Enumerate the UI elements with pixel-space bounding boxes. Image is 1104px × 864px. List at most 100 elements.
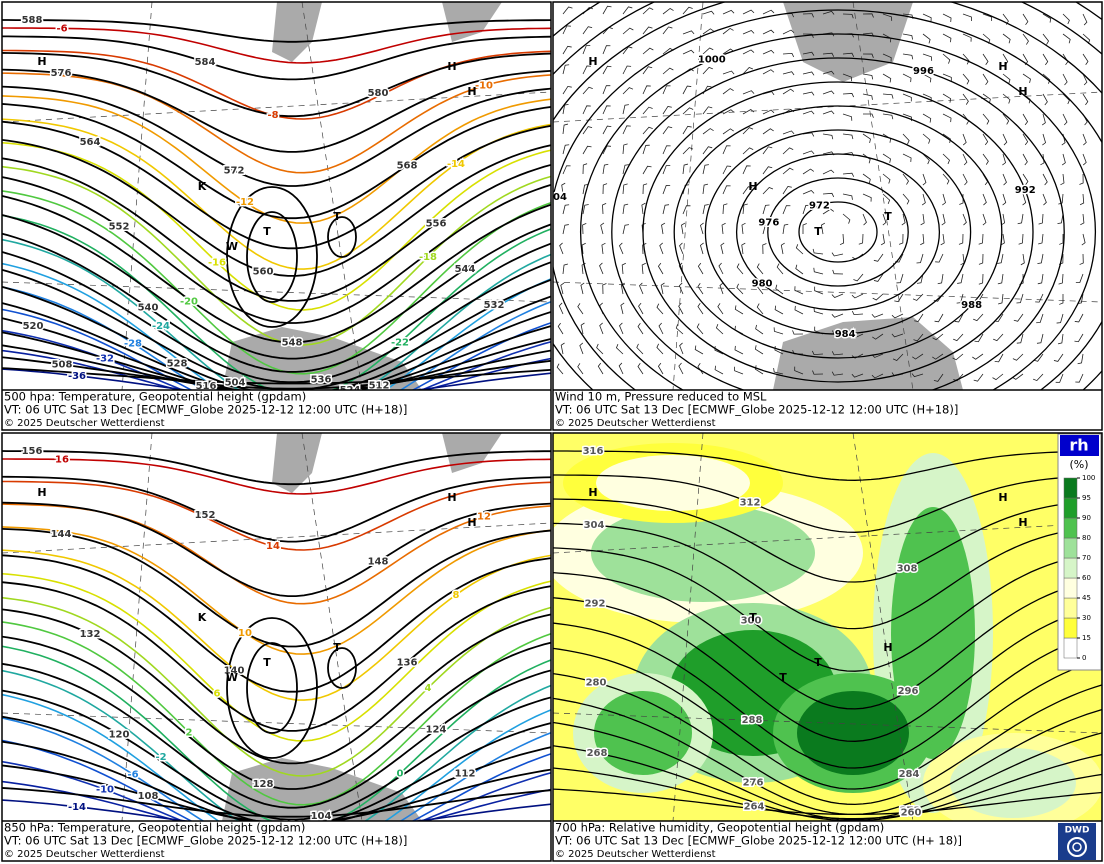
wind-barb — [851, 353, 864, 359]
wind-barb — [1002, 93, 1011, 104]
wind-barb — [562, 165, 571, 175]
wind-barb — [920, 233, 925, 246]
wind-barb — [902, 133, 910, 145]
wind-barb — [702, 106, 713, 115]
pressure-center: H — [588, 55, 597, 68]
wind-barb — [636, 343, 644, 355]
wind-barb — [657, 262, 664, 275]
wind-barb — [678, 362, 684, 375]
wind-barb — [722, 185, 731, 195]
wind-barb — [782, 167, 794, 175]
wind-barb — [871, 313, 884, 318]
height-contour — [2, 608, 551, 765]
wind-barb — [937, 273, 944, 285]
wind-barb — [1042, 93, 1048, 106]
wind-barb — [1002, 33, 1011, 44]
isotherm — [2, 308, 551, 390]
wind-barb — [1082, 133, 1087, 146]
wind-barb — [880, 233, 885, 246]
wind-barb — [851, 333, 864, 339]
wind-barb — [831, 313, 844, 318]
wind-barb — [1079, 253, 1084, 265]
wind-barb — [1081, 233, 1086, 246]
isotherm — [2, 190, 551, 375]
wind-barb — [622, 87, 634, 95]
wind-barb — [642, 66, 653, 75]
wind-barb — [974, 333, 984, 343]
wind-barb — [1075, 373, 1084, 383]
wind-barb — [916, 253, 924, 264]
height-contour — [2, 501, 551, 597]
height-label: 544 — [455, 264, 476, 275]
wind-barb — [958, 233, 964, 245]
wind-barb — [839, 233, 845, 246]
wind-barb — [662, 8, 674, 15]
height-contour — [2, 356, 551, 390]
wind-barb — [822, 10, 835, 15]
wind-barb — [773, 327, 784, 335]
wind-barb — [1082, 53, 1089, 65]
height-contour — [2, 367, 551, 385]
map-panel: 1561521481441401361321281241201161121081… — [2, 433, 551, 821]
wind-barb — [842, 13, 854, 19]
logo-swirl — [1067, 837, 1087, 857]
temp-label: -22 — [391, 338, 409, 349]
panel-border — [552, 1, 1103, 431]
pressure-center: H — [1018, 85, 1027, 98]
wind-barb — [813, 307, 824, 315]
wind-barb — [1058, 193, 1064, 205]
caption-line: © 2025 Deutscher Wetterdienst — [4, 849, 165, 860]
low-contour — [246, 211, 298, 303]
wind-barb — [642, 47, 654, 55]
isobar-label: 992 — [1015, 185, 1036, 196]
temp-label: -8 — [267, 110, 278, 121]
wind-barb — [662, 85, 671, 95]
wind-barb — [862, 73, 874, 80]
wind-barb — [882, 213, 887, 226]
temp-label: 12 — [477, 512, 491, 523]
wind-barb — [622, 224, 630, 235]
wind-barb — [755, 324, 764, 335]
wind-barb — [953, 373, 964, 382]
wind-barb — [782, 29, 795, 35]
panel-border — [1, 432, 552, 862]
height-label: 548 — [282, 337, 303, 348]
isotherm — [2, 669, 551, 821]
low-contour — [226, 617, 318, 759]
caption-line: VT: 06 UTC Sat 13 Dec [ECMWF_Globe 2025-… — [4, 403, 407, 417]
wind-barb — [891, 313, 904, 319]
wind-barb — [682, 49, 695, 55]
wind-barb — [1062, 93, 1070, 105]
graticule — [553, 91, 1102, 123]
caption-line: VT: 06 UTC Sat 13 Dec [ECMWF_Globe 2025-… — [555, 403, 958, 417]
wind-barb — [898, 233, 904, 245]
isobar-label: 988 — [961, 300, 982, 311]
height-label: 520 — [23, 321, 44, 332]
height-contour — [2, 740, 551, 821]
color-segment — [1063, 617, 1078, 639]
height-contour — [2, 35, 551, 81]
height-contour — [2, 635, 551, 790]
isobar — [798, 201, 878, 263]
wind-barb — [702, 66, 713, 75]
height-contour — [2, 52, 551, 118]
wind-barb — [998, 293, 1004, 305]
temp-label: 8 — [453, 590, 460, 601]
height-label: 124 — [426, 725, 447, 736]
wind-barb — [982, 133, 989, 146]
isotherm — [2, 458, 551, 495]
wind-barb — [802, 13, 814, 18]
height-label: 316 — [583, 446, 604, 457]
wind-barb — [1022, 113, 1029, 126]
wind-barb — [792, 330, 804, 335]
wind-barb — [782, 71, 795, 76]
wind-barb — [992, 373, 1004, 381]
pressure-center: H — [467, 516, 476, 529]
pressure-center: H — [998, 60, 1007, 73]
wind-barb — [1016, 333, 1024, 344]
pressure-center: K — [198, 180, 207, 193]
wind-barb — [862, 173, 871, 184]
wind-barb — [682, 6, 693, 15]
graticule — [553, 281, 1102, 303]
